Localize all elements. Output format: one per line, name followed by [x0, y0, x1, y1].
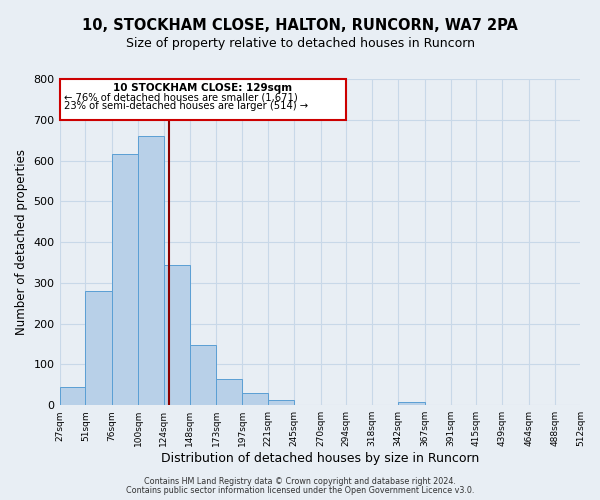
Bar [59, 79, 346, 120]
Bar [242, 393, 268, 405]
Bar [217, 378, 242, 405]
Bar [59, 387, 85, 405]
Bar [268, 400, 294, 405]
Text: ← 76% of detached houses are smaller (1,671): ← 76% of detached houses are smaller (1,… [64, 92, 298, 102]
Text: 10, STOCKHAM CLOSE, HALTON, RUNCORN, WA7 2PA: 10, STOCKHAM CLOSE, HALTON, RUNCORN, WA7… [82, 18, 518, 32]
Bar [85, 291, 112, 405]
Bar [190, 345, 217, 405]
Text: Size of property relative to detached houses in Runcorn: Size of property relative to detached ho… [125, 38, 475, 51]
Text: Contains HM Land Registry data © Crown copyright and database right 2024.: Contains HM Land Registry data © Crown c… [144, 477, 456, 486]
Bar [138, 136, 164, 405]
Bar [164, 264, 190, 405]
Bar [112, 154, 138, 405]
Y-axis label: Number of detached properties: Number of detached properties [15, 149, 28, 335]
Bar [398, 402, 425, 405]
Text: 10 STOCKHAM CLOSE: 129sqm: 10 STOCKHAM CLOSE: 129sqm [113, 84, 293, 94]
Text: 23% of semi-detached houses are larger (514) →: 23% of semi-detached houses are larger (… [64, 101, 308, 111]
Text: Contains public sector information licensed under the Open Government Licence v3: Contains public sector information licen… [126, 486, 474, 495]
X-axis label: Distribution of detached houses by size in Runcorn: Distribution of detached houses by size … [161, 452, 479, 465]
